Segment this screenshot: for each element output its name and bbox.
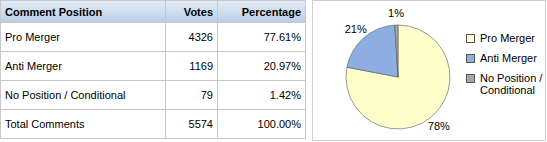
html-text:77.61%: 77.61% <box>263 31 301 43</box>
html-text:Votes: Votes <box>183 5 213 18</box>
html-text:No Position / Conditional: No Position / Conditional <box>5 89 126 101</box>
html-text:100.00%: 100.00% <box>257 118 301 130</box>
html-text:20.97%: 20.97% <box>263 60 301 72</box>
html-text:4326: 4326 <box>188 31 213 43</box>
html-text:No Position / Conditional: No Position / Conditional <box>480 72 543 96</box>
html-text:Pro Merger: Pro Merger <box>5 31 60 43</box>
html-text:79: 79 <box>200 89 213 101</box>
html-text:Anti Merger: Anti Merger <box>480 52 537 64</box>
html-text:Total Comments: Total Comments <box>5 118 85 130</box>
html-text:Anti Merger: Anti Merger <box>5 60 62 72</box>
html-text:5574: 5574 <box>188 118 213 130</box>
html-text:Comment Position: Comment Position <box>5 5 103 18</box>
html-text:Pro Merger: Pro Merger <box>480 32 535 44</box>
html-text:Percentage: Percentage <box>241 5 301 18</box>
svg-text:78%: 78% <box>428 120 450 132</box>
html-text:1.42%: 1.42% <box>269 89 301 101</box>
svg-text:21%: 21% <box>345 23 367 35</box>
html-text:1169: 1169 <box>189 60 213 72</box>
svg-text:1%: 1% <box>388 7 404 19</box>
